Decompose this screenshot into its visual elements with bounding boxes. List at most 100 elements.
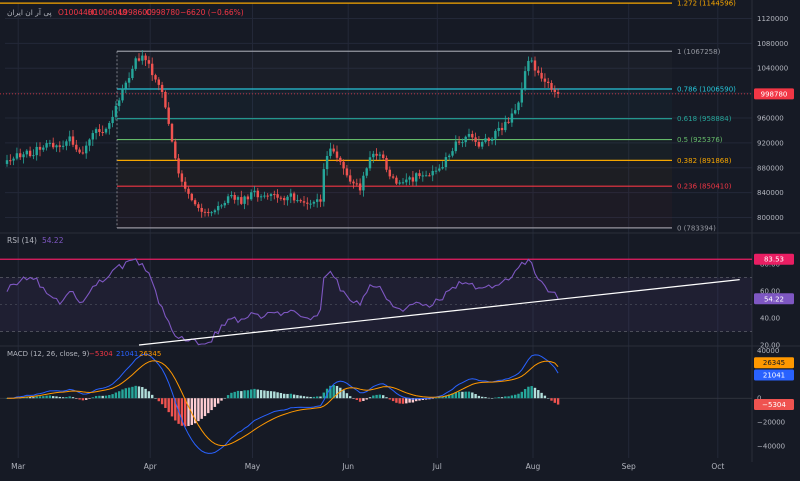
macd-histogram-bar: [131, 387, 133, 398]
candle-body: [253, 191, 255, 192]
candle-body: [504, 122, 506, 130]
candle-body: [39, 147, 41, 150]
time-axis-tick: Sep: [622, 462, 636, 471]
candle-body: [49, 143, 51, 144]
candle-body: [379, 155, 381, 156]
macd-histogram-bar: [227, 395, 229, 398]
macd-histogram-bar: [402, 398, 404, 404]
macd-histogram-bar: [154, 398, 156, 399]
candle-body: [95, 129, 97, 133]
macd-histogram-bar: [247, 390, 249, 398]
candle-body: [158, 80, 160, 85]
macd-histogram-bar: [303, 396, 305, 398]
candle-body: [346, 168, 348, 175]
candle-body: [237, 197, 239, 200]
macd-histogram-bar: [237, 391, 239, 398]
candle-body: [471, 134, 473, 137]
candle-body: [154, 75, 156, 79]
candle-body: [445, 157, 447, 167]
candle-body: [428, 175, 430, 176]
macd-histogram-bar: [118, 391, 120, 398]
macd-histogram-bar: [405, 398, 407, 403]
macd-histogram-bar: [336, 386, 338, 398]
macd-histogram-bar: [557, 398, 559, 404]
macd-histogram-bar: [517, 394, 519, 398]
candle-body: [42, 148, 44, 150]
candle-body: [306, 203, 308, 204]
candle-body: [194, 200, 196, 204]
rsi-header-value: 54.22: [42, 236, 64, 245]
macd-histogram-bar: [105, 396, 107, 399]
candle-body: [359, 183, 361, 190]
last-price-badge: 998780: [761, 90, 788, 98]
macd-histogram-bar: [121, 389, 123, 398]
candle-body: [36, 147, 38, 155]
candle-body: [375, 154, 377, 156]
rsi-value-badge: 54.22: [764, 295, 784, 303]
candle-body: [115, 106, 117, 117]
macd-histogram-bar: [45, 396, 47, 399]
candle-body: [257, 191, 259, 198]
candle-body: [550, 83, 552, 90]
candle-body: [59, 145, 61, 146]
macd-histogram-bar: [128, 388, 130, 399]
macd-hist-header: −5304: [89, 350, 113, 358]
candle-body: [230, 195, 232, 196]
candle-body: [382, 155, 384, 158]
macd-histogram-bar: [32, 397, 34, 398]
fib-level-label: 0.786 (1006590): [677, 86, 736, 94]
macd-histogram-bar: [49, 395, 51, 398]
macd-histogram-bar: [504, 396, 506, 398]
candle-body: [144, 56, 146, 61]
time-axis-tick: Jul: [432, 462, 442, 471]
candle-body: [422, 175, 424, 176]
candle-body: [260, 196, 262, 197]
time-axis-tick: Jun: [341, 462, 354, 471]
macd-histogram-bar: [224, 398, 226, 399]
macd-histogram-bar: [257, 390, 259, 399]
macd-histogram-bar: [531, 386, 533, 398]
candle-body: [55, 145, 57, 147]
candle-body: [16, 153, 18, 158]
macd-histogram-bar: [359, 398, 361, 402]
candle-body: [62, 146, 64, 147]
candle-body: [369, 157, 371, 168]
candle-body: [69, 136, 71, 141]
macd-histogram-bar: [125, 388, 127, 398]
macd-histogram-bar: [286, 394, 288, 398]
candle-body: [451, 151, 453, 156]
macd-histogram-bar: [339, 388, 341, 398]
candle-body: [118, 100, 120, 106]
macd-histogram-bar: [537, 390, 539, 398]
candle-body: [385, 158, 387, 170]
candle-body: [474, 137, 476, 142]
macd-histogram-bar: [349, 396, 351, 398]
candle-body: [184, 182, 186, 189]
macd-histogram-bar: [276, 392, 278, 398]
candle-body: [78, 150, 80, 153]
macd-signal-badge: 26345: [763, 359, 785, 367]
macd-histogram-bar: [217, 398, 219, 403]
fib-level-label: 0.618 (958884): [677, 115, 732, 123]
macd-histogram-bar: [141, 387, 143, 398]
candle-body: [524, 71, 526, 89]
candle-body: [177, 158, 179, 173]
time-axis-tick: Mar: [11, 462, 26, 471]
macd-histogram-bar: [210, 398, 212, 410]
macd-histogram-bar: [267, 391, 269, 398]
candle-body: [481, 142, 483, 147]
macd-histogram-bar: [270, 391, 272, 398]
candle-body: [102, 132, 104, 133]
candle-body: [531, 60, 533, 61]
macd-histogram-bar: [98, 396, 100, 398]
macd-histogram-bar: [527, 387, 529, 398]
macd-histogram-bar: [92, 397, 94, 398]
macd-histogram-bar: [243, 390, 245, 398]
candle-body: [207, 212, 209, 213]
candle-body: [402, 182, 404, 183]
macd-histogram-bar: [346, 393, 348, 398]
candle-body: [323, 169, 325, 202]
macd-histogram-bar: [540, 393, 542, 398]
